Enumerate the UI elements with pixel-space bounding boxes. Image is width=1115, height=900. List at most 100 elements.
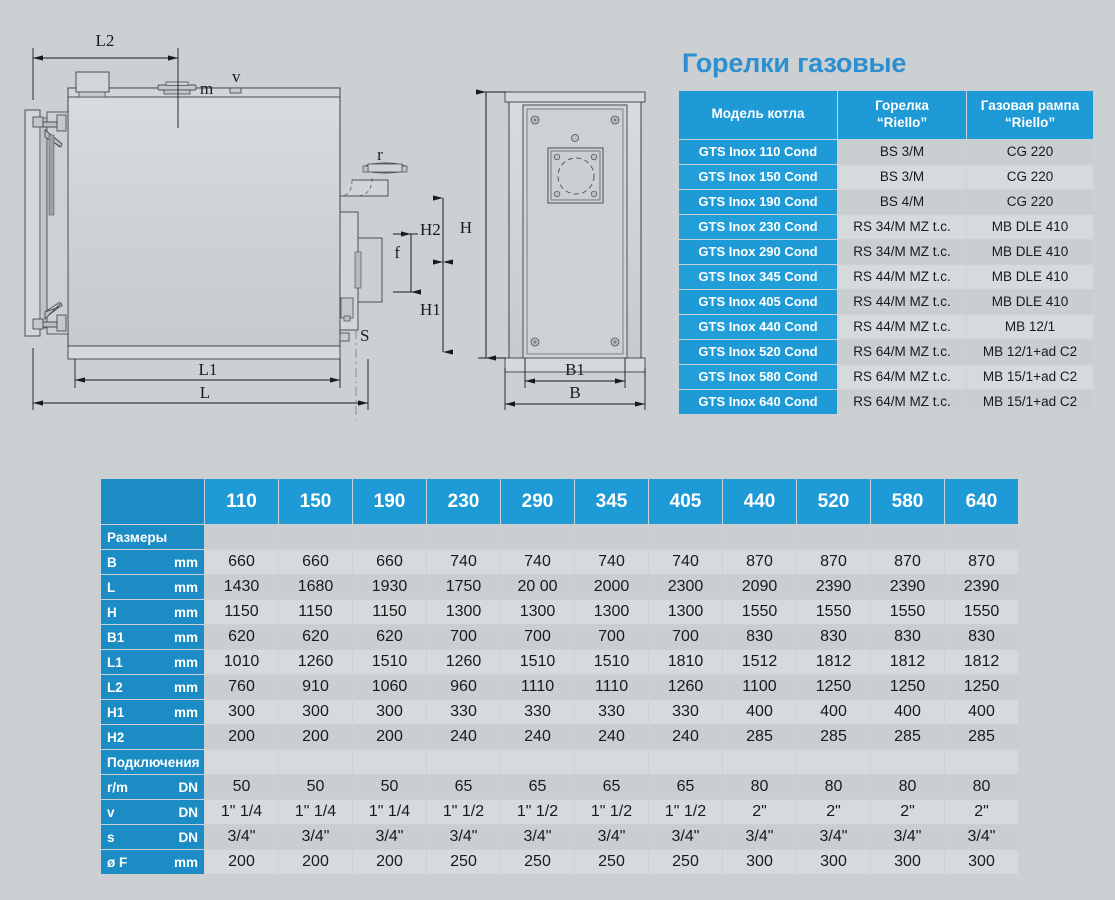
burner-cell-ramp: MB 15/1+ad C2 <box>967 389 1093 414</box>
dimensions-row-unit: DN <box>178 829 199 845</box>
dimensions-cell-190: 200 <box>353 850 426 874</box>
dimensions-cell-580: 870 <box>871 550 944 574</box>
burner-cell-ramp: MB DLE 410 <box>967 239 1093 264</box>
dimensions-row-symbol: ø F <box>107 854 128 870</box>
dimensions-cell-405: 330 <box>649 700 722 724</box>
dimensions-cell-290: 3/4" <box>501 825 574 849</box>
dimensions-cell-290: 250 <box>501 850 574 874</box>
dim-L1: L1 <box>74 359 341 388</box>
dimensions-header-row: 110 150 190 230 290 345 405 440 520 580 640 <box>101 479 1018 524</box>
burner-cell-ramp: MB 12/1+ad C2 <box>967 339 1093 364</box>
dimensions-row-unit: mm <box>173 704 198 720</box>
burner-cell-ramp: MB DLE 410 <box>967 264 1093 289</box>
dimensions-cell-440: 400 <box>723 700 796 724</box>
burner-cell-burner: RS 44/M MZ t.c. <box>838 289 966 314</box>
dimensions-cell-290: 240 <box>501 725 574 749</box>
dimensions-cell-230: 1750 <box>427 575 500 599</box>
dimensions-cell-290: 1300 <box>501 600 574 624</box>
dimensions-cell-580: 80 <box>871 775 944 799</box>
dimensions-row-symbol: L2 <box>107 679 123 695</box>
dimensions-cell-empty <box>501 525 574 549</box>
burner-cell-burner: RS 34/M MZ t.c. <box>838 214 966 239</box>
dimensions-row-symbol: L1 <box>107 654 123 670</box>
dimensions-cell-empty <box>427 750 500 774</box>
dimensions-row-label: L2 mm <box>101 675 204 699</box>
dimensions-cell-150: 1" 1/4 <box>279 800 352 824</box>
dimensions-cell-empty <box>797 750 870 774</box>
dimensions-cell-290: 1510 <box>501 650 574 674</box>
burner-cell-ramp: MB DLE 410 <box>967 289 1093 314</box>
drawing-svg: L2 m v r S f H2 H1 <box>24 31 646 420</box>
dimensions-cell-empty <box>205 525 278 549</box>
burner-table-row: GTS Inox 190 Cond BS 4/M CG 220 <box>679 189 1093 214</box>
burner-cell-ramp: CG 220 <box>967 189 1093 214</box>
burner-cell-ramp: MB 15/1+ad C2 <box>967 364 1093 389</box>
dimensions-section-title: Размеры <box>101 525 204 549</box>
dimensions-cell-230: 3/4" <box>427 825 500 849</box>
dimensions-cell-520: 300 <box>797 850 870 874</box>
dim-B: B <box>504 368 646 410</box>
dimensions-cell-520: 285 <box>797 725 870 749</box>
burner-cell-model: GTS Inox 345 Cond <box>679 264 837 289</box>
dim-H1: H1 <box>420 259 453 355</box>
dimensions-cell-290: 740 <box>501 550 574 574</box>
burner-header-ramp-line1: Газовая рампа <box>980 98 1080 113</box>
dimensions-cell-640: 870 <box>945 550 1018 574</box>
dimensions-cell-520: 400 <box>797 700 870 724</box>
dimensions-cell-empty <box>797 525 870 549</box>
r-connection <box>339 162 408 197</box>
dim-H2: H2 <box>420 195 453 265</box>
dimensions-cell-empty <box>279 525 352 549</box>
dimensions-cell-empty <box>501 750 574 774</box>
dimensions-cell-580: 2390 <box>871 575 944 599</box>
dimensions-row-label: ø F mm <box>101 850 204 874</box>
dimensions-cell-640: 1550 <box>945 600 1018 624</box>
burner-cell-ramp: MB DLE 410 <box>967 214 1093 239</box>
dimensions-row-label: r/m DN <box>101 775 204 799</box>
dimensions-cell-190: 1930 <box>353 575 426 599</box>
dim-label-L: L <box>200 383 210 402</box>
dimensions-cell-405: 1260 <box>649 675 722 699</box>
burner-cell-burner: RS 64/M MZ t.c. <box>838 364 966 389</box>
dimensions-cell-345: 700 <box>575 625 648 649</box>
dimensions-cell-580: 830 <box>871 625 944 649</box>
dimensions-row-unit: DN <box>178 779 199 795</box>
dimensions-cell-150: 50 <box>279 775 352 799</box>
dimensions-cell-150: 1150 <box>279 600 352 624</box>
burner-table-row: GTS Inox 150 Cond BS 3/M CG 220 <box>679 164 1093 189</box>
burner-cell-ramp: MB 12/1 <box>967 314 1093 339</box>
dimensions-cell-110: 200 <box>205 725 278 749</box>
dimensions-cell-empty <box>871 750 944 774</box>
dimensions-cell-440: 2090 <box>723 575 796 599</box>
dimensions-cell-290: 1110 <box>501 675 574 699</box>
dimensions-table-block: 110 150 190 230 290 345 405 440 520 580 640 Размер… <box>100 478 1018 875</box>
dimensions-row-label: L1 mm <box>101 650 204 674</box>
dimensions-cell-110: 3/4" <box>205 825 278 849</box>
dimensions-cell-110: 1" 1/4 <box>205 800 278 824</box>
dimensions-cell-230: 1" 1/2 <box>427 800 500 824</box>
dimensions-row-symbol: B1 <box>107 629 125 645</box>
dimensions-cell-345: 740 <box>575 550 648 574</box>
dim-label-v: v <box>232 67 241 86</box>
dimensions-cell-empty <box>723 750 796 774</box>
burner-header-burner: Горелка “Riello” <box>838 91 966 139</box>
dim-label-f: f <box>394 243 400 262</box>
burner-table-row: GTS Inox 230 Cond RS 34/M MZ t.c. MB DLE 4… <box>679 214 1093 239</box>
burner-cell-model: GTS Inox 150 Cond <box>679 164 837 189</box>
burner-cell-ramp: CG 220 <box>967 139 1093 164</box>
burner-cell-model: GTS Inox 440 Cond <box>679 314 837 339</box>
dimensions-cell-520: 830 <box>797 625 870 649</box>
dimensions-header-345: 345 <box>575 479 648 524</box>
burner-table-row: GTS Inox 520 Cond RS 64/M MZ t.c. MB 12/1+… <box>679 339 1093 364</box>
dimensions-cell-405: 65 <box>649 775 722 799</box>
dimensions-cell-520: 870 <box>797 550 870 574</box>
dimensions-cell-580: 3/4" <box>871 825 944 849</box>
dimensions-header-520: 520 <box>797 479 870 524</box>
dimensions-cell-150: 200 <box>279 725 352 749</box>
dimensions-cell-230: 1260 <box>427 650 500 674</box>
dimensions-row-label: s DN <box>101 825 204 849</box>
dimensions-cell-290: 330 <box>501 700 574 724</box>
burner-table-header-row: Модель котла Горелка “Riello” Газовая ра… <box>679 91 1093 139</box>
